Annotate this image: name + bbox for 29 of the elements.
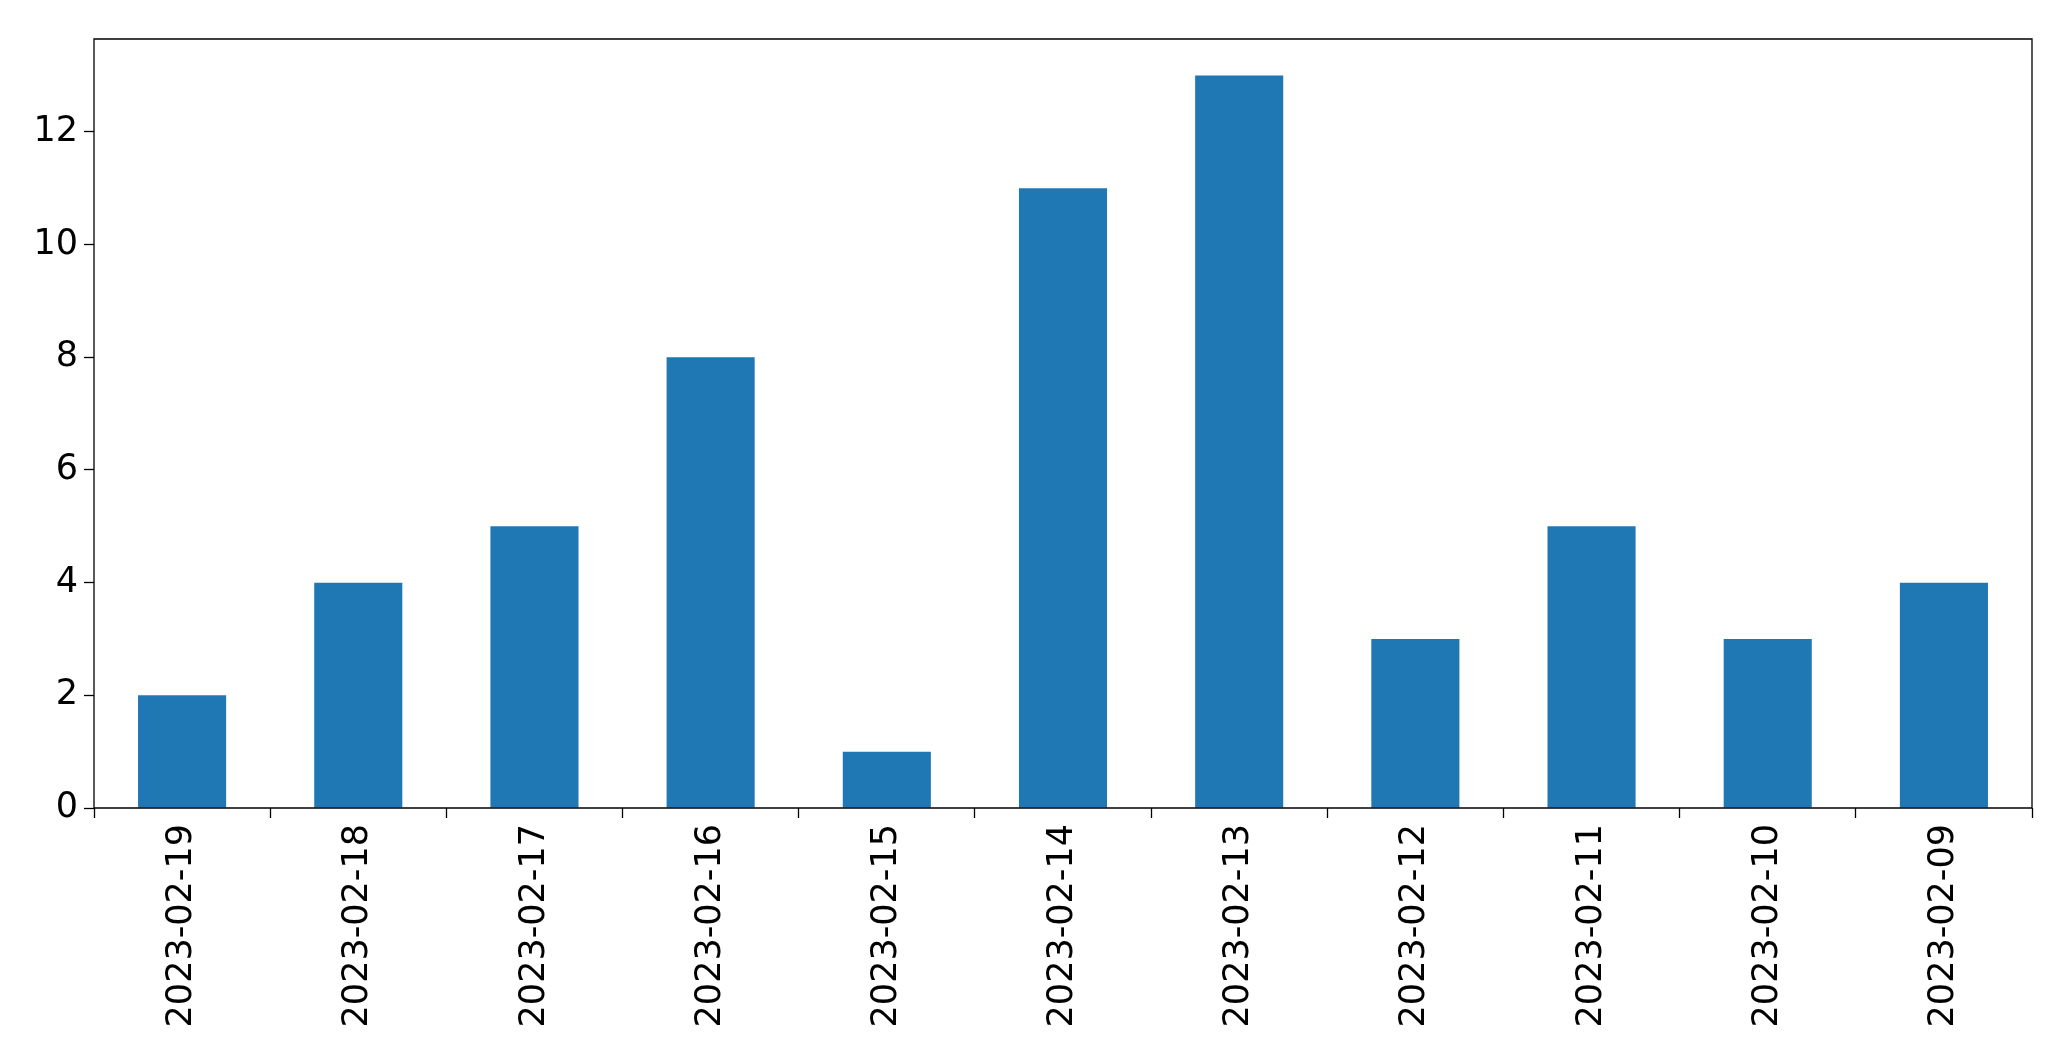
y-tick-label: 0 <box>55 785 78 826</box>
bar <box>314 582 403 808</box>
bar <box>1371 638 1460 808</box>
x-tick-label: 2023-02-19 <box>159 824 200 1028</box>
x-tick-label: 2023-02-09 <box>1921 824 1961 1028</box>
bar <box>666 357 755 808</box>
y-tick-label: 2 <box>55 672 78 713</box>
y-tick-label: 10 <box>33 221 78 262</box>
x-tick-label: 2023-02-10 <box>1744 824 1785 1028</box>
bar <box>1018 188 1108 808</box>
x-tick-label: 2023-02-13 <box>1216 824 1257 1028</box>
y-tick-label: 4 <box>55 559 78 600</box>
x-tick-label: 2023-02-18 <box>335 824 376 1028</box>
y-tick-label: 6 <box>55 447 78 488</box>
x-tick-label: 2023-02-14 <box>1040 824 1081 1028</box>
bar <box>490 526 579 808</box>
x-tick-label: 2023-02-17 <box>511 824 552 1028</box>
bar <box>1723 638 1812 808</box>
x-tick-label: 2023-02-11 <box>1568 824 1609 1028</box>
x-tick-label: 2023-02-12 <box>1392 824 1433 1028</box>
bar <box>842 751 931 808</box>
y-tick-label: 12 <box>33 109 78 150</box>
x-tick-label: 2023-02-16 <box>687 824 728 1028</box>
x-tick-label: 2023-02-15 <box>863 824 904 1028</box>
bar <box>1899 582 1988 808</box>
bar <box>1547 526 1636 808</box>
bar <box>138 695 227 808</box>
bar <box>1195 75 1284 808</box>
y-tick-label: 8 <box>55 334 78 375</box>
